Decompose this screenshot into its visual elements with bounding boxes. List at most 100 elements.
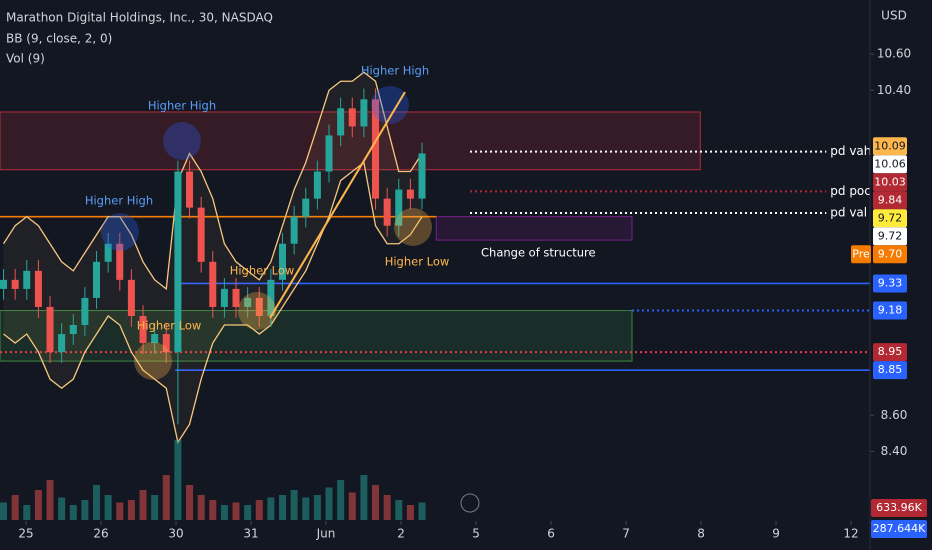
- candle-body: [418, 153, 426, 199]
- candle-body: [0, 279, 8, 289]
- volume-bar: [348, 492, 356, 520]
- price-tag: 8.85: [873, 361, 907, 380]
- candle-body: [186, 171, 194, 208]
- annotation: Higher Low: [385, 255, 450, 269]
- currency-label: USD: [881, 9, 907, 23]
- x-tick-label: 8: [697, 527, 705, 541]
- volume-tag-bg: [871, 499, 927, 517]
- volume-bar: [313, 495, 321, 520]
- volume-bar: [360, 475, 368, 520]
- volume-bar: [232, 502, 240, 520]
- candle-body: [162, 334, 170, 353]
- price-tag: 9.33: [873, 274, 907, 293]
- candle-body: [139, 315, 147, 344]
- volume-bar: [93, 485, 101, 520]
- alert-icon[interactable]: [460, 493, 480, 513]
- candle-body: [197, 207, 205, 262]
- x-tick-label: 30: [168, 527, 183, 541]
- y-tick-label: 8.40: [881, 444, 908, 458]
- price-tag-label: 9.33: [878, 276, 903, 289]
- candle-body: [116, 243, 124, 280]
- price-tag: 9.72: [873, 209, 907, 228]
- candle-body: [372, 99, 380, 199]
- volume-bar: [81, 500, 89, 520]
- candle-body: [244, 297, 252, 307]
- volume-bar: [267, 497, 275, 520]
- annotations: Higher High Higher High Higher High High…: [85, 64, 596, 380]
- highlight-circle: [101, 213, 139, 251]
- price-tag-label: 10.09: [874, 139, 906, 152]
- volume-bar: [395, 500, 403, 520]
- volume-tag: 633.96K: [871, 499, 927, 517]
- x-tick-label: Jun: [316, 527, 336, 541]
- price-tag-label: 10.06: [874, 157, 906, 170]
- volume-bar: [46, 480, 54, 520]
- candle-body: [290, 216, 298, 244]
- highlight-circle: [134, 342, 172, 380]
- price-tag-prefix: Pre: [852, 247, 870, 260]
- highlight-circle: [238, 292, 276, 330]
- volume-bar: [58, 497, 66, 520]
- volume-tag-label: 287.644K: [873, 522, 926, 535]
- price-tag-bg: [873, 155, 907, 174]
- candle-body: [151, 334, 159, 344]
- volume-bar: [162, 475, 170, 520]
- volume-bar: [337, 480, 345, 520]
- price-tag-bg: [873, 245, 907, 264]
- candle-body: [81, 297, 89, 325]
- candle-body: [406, 189, 414, 199]
- annotation: Higher High: [85, 194, 153, 208]
- candle-body: [58, 334, 66, 353]
- volume-bar: [104, 495, 112, 520]
- annotation: Higher Low: [230, 264, 295, 278]
- highlight-circle: [163, 122, 201, 160]
- price-tag-bg: [873, 301, 907, 320]
- x-tick-label: 5: [472, 527, 480, 541]
- candle-body: [360, 99, 368, 127]
- candle-body: [255, 297, 263, 316]
- volume-bar: [174, 440, 182, 520]
- price-tag-bg: [873, 191, 907, 210]
- volume-tag-bg: [871, 520, 927, 538]
- candle-body: [325, 135, 333, 172]
- volume-bar: [0, 502, 8, 520]
- price-tag: 9.18: [873, 301, 907, 320]
- indicator-label: BB (9, close, 2, 0): [6, 32, 112, 46]
- candle-body: [174, 171, 182, 353]
- volume-bar: [127, 500, 135, 520]
- candle-body: [383, 198, 391, 226]
- volume-bar: [372, 485, 380, 520]
- trend-line: [269, 91, 406, 319]
- level-label: pd poc: [830, 184, 871, 198]
- price-tag-prefix-bg: [851, 245, 871, 264]
- candle-body: [34, 270, 42, 307]
- candle-body: [302, 198, 310, 217]
- volume-bar: [418, 502, 426, 520]
- price-tag-bg: [873, 227, 907, 246]
- volume-bar: [209, 500, 217, 520]
- price-tag: 10.03: [873, 173, 907, 192]
- annotation: Higher High: [361, 64, 429, 78]
- volume-bar: [151, 495, 159, 520]
- candle-body: [279, 243, 287, 280]
- candle-body: [23, 270, 31, 289]
- candle-body: [337, 108, 345, 136]
- price-tag: 8.95: [873, 343, 907, 362]
- price-tag: 10.09: [873, 137, 907, 156]
- zone: [435, 216, 633, 241]
- chart-title: Marathon Digital Holdings, Inc., 30, NAS…: [6, 11, 273, 25]
- candle-body: [104, 243, 112, 262]
- candle-body: [348, 108, 356, 127]
- x-tick-label: 2: [397, 527, 405, 541]
- price-tag-label: 10.03: [874, 175, 906, 188]
- price-tag-bg: [873, 137, 907, 156]
- price-tag: 10.06: [873, 155, 907, 174]
- x-tick-label: 7: [622, 527, 630, 541]
- candle-body: [11, 279, 19, 289]
- volume-bar: [69, 505, 77, 520]
- price-tag-label: 9.18: [878, 304, 903, 317]
- x-tick-label: 9: [772, 527, 780, 541]
- candle-body: [313, 171, 321, 199]
- candle-body: [395, 189, 403, 226]
